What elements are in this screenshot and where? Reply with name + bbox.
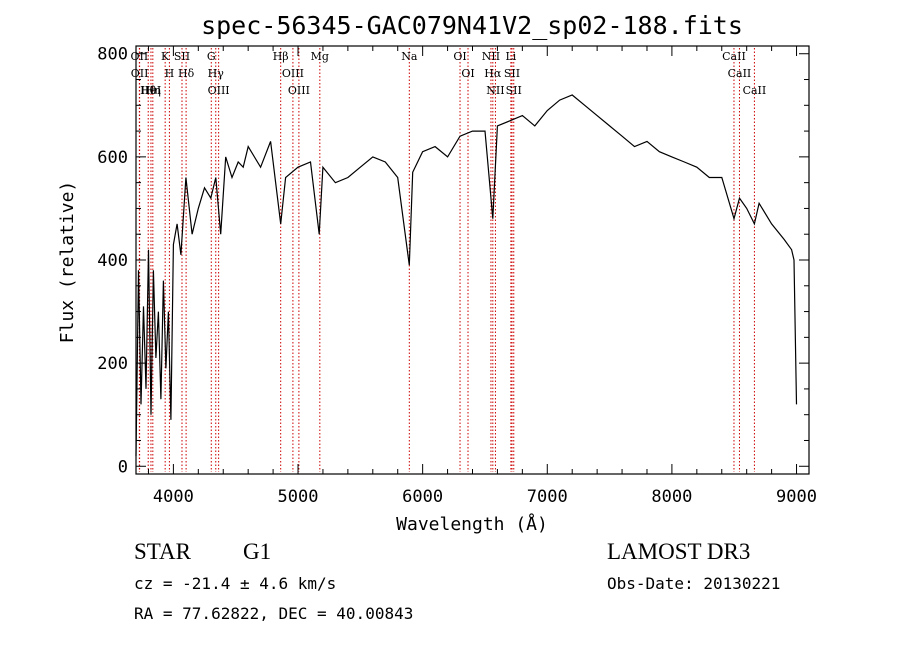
line-label: HeI — [141, 84, 161, 97]
line-label: Hθ — [140, 84, 157, 97]
x-tick-label: 9000 — [776, 487, 817, 507]
line-label: H — [165, 67, 175, 80]
line-label: SII — [506, 84, 522, 97]
line-label: SII — [504, 67, 520, 80]
axes: 4000 5000 6000 7000 8000 9000 0 200 400 600 800 — [97, 45, 817, 507]
line-label: OII — [131, 50, 149, 63]
line-label: OIII — [288, 84, 310, 97]
line-label: OII — [131, 67, 149, 80]
line-label: OIII — [208, 84, 230, 97]
y-tick-label: 200 — [97, 354, 128, 374]
line-label: CaII — [722, 50, 746, 63]
line-label: G — [207, 50, 216, 63]
observation-date: Obs-Date: 20130221 — [607, 574, 781, 593]
y-tick-label: 400 — [97, 251, 128, 271]
x-tick-label: 8000 — [651, 487, 692, 507]
x-tick-label: 4000 — [153, 487, 194, 507]
line-label: Hα — [484, 67, 502, 80]
ra-dec-coordinates: RA = 77.62822, DEC = 40.00843 — [134, 604, 414, 623]
line-label: OI — [453, 50, 466, 63]
line-label: Hγ — [208, 67, 225, 80]
y-axis-label: Flux (relative) — [57, 181, 78, 344]
emission-line-markers — [138, 48, 755, 472]
object-class: STAR — [134, 539, 191, 564]
line-label: NII — [486, 84, 504, 97]
line-label: CaII — [743, 84, 767, 97]
line-label: Hβ — [273, 50, 289, 63]
y-tick-label: 600 — [97, 148, 128, 168]
line-label: Mg — [311, 50, 329, 63]
x-tick-label: 6000 — [402, 487, 443, 507]
line-label: SII — [174, 50, 190, 63]
line-label: OIII — [282, 67, 304, 80]
line-label: Hη — [145, 84, 161, 97]
plot-frame — [135, 45, 810, 475]
line-label: CaII — [728, 67, 752, 80]
y-tick-label: 0 — [118, 457, 128, 477]
line-label: Hδ — [178, 67, 195, 80]
redshift-velocity: cz = -21.4 ± 4.6 km/s — [134, 574, 337, 593]
x-axis-label: Wavelength (Å) — [396, 513, 548, 535]
line-label: K — [161, 50, 170, 63]
x-tick-label: 7000 — [527, 487, 568, 507]
line-label: OI — [461, 67, 474, 80]
survey-name: LAMOST DR3 — [607, 539, 751, 564]
chart-title: spec-56345-GAC079N41V2_sp02-188.fits — [201, 11, 743, 40]
y-tick-label: 800 — [97, 45, 128, 65]
object-subclass: G1 — [243, 539, 272, 564]
line-label: Li — [505, 50, 516, 63]
x-tick-label: 5000 — [278, 487, 319, 507]
line-label: NII — [482, 50, 500, 63]
spectrum-line — [135, 94, 798, 457]
line-label: Na — [401, 50, 418, 63]
